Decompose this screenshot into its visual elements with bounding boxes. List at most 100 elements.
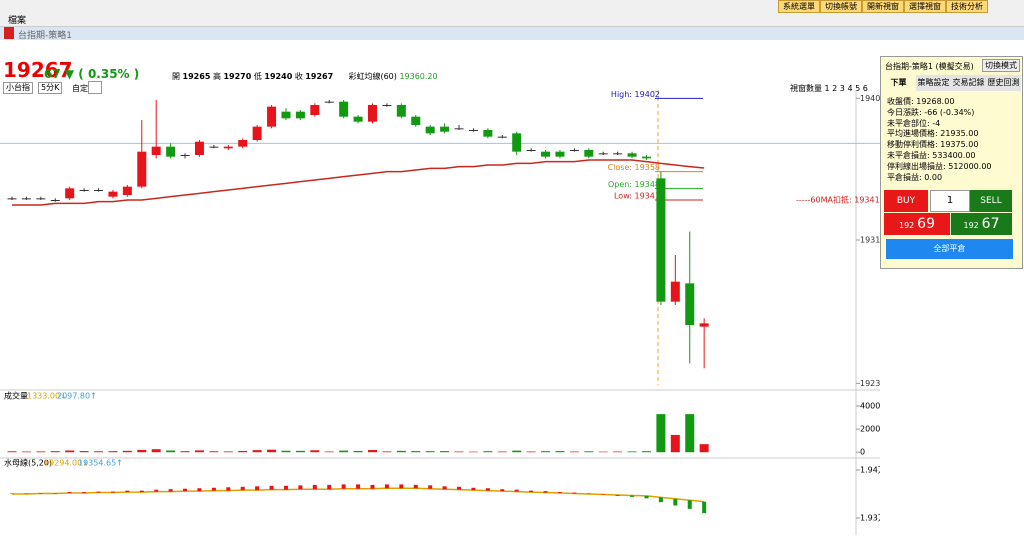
candle-body xyxy=(497,136,507,138)
bid-main: 69 xyxy=(917,216,935,232)
osc-bar xyxy=(269,485,274,490)
osc-bar xyxy=(298,485,303,490)
candle-body xyxy=(526,150,536,151)
low-label: 低 xyxy=(253,72,262,81)
info-line: 平倉損益: 0.00 xyxy=(887,172,943,182)
tab[interactable]: 策略設定 xyxy=(917,78,950,87)
volume-bar xyxy=(94,451,104,453)
volume-bar xyxy=(324,451,334,453)
osc-bar xyxy=(183,488,188,492)
qty-input[interactable]: 1 xyxy=(930,190,970,212)
level-label: Open: 19348 xyxy=(608,180,660,189)
ask-main: 67 xyxy=(981,216,1000,232)
period-select[interactable]: 5分K xyxy=(38,82,63,94)
y-tick-label: 2000 xyxy=(860,425,880,434)
candle-body xyxy=(94,190,104,191)
menu-button[interactable]: 選擇視窗 xyxy=(904,0,946,13)
volume-bar xyxy=(50,451,60,453)
volume-bar xyxy=(483,451,493,453)
window-count[interactable]: 視窗數量 1 2 3 4 5 6 xyxy=(790,84,868,93)
candle-body xyxy=(440,126,450,132)
osc-bar xyxy=(312,484,317,490)
osc-bar xyxy=(529,490,534,493)
window-title: 台指期-策略1 xyxy=(18,31,72,41)
candle-body xyxy=(194,141,204,155)
candle-body xyxy=(627,153,637,157)
volume-bar xyxy=(21,451,31,453)
osc-bar xyxy=(702,501,707,514)
menu-buttons: 系統選單 切換帳號 開新視窗 選擇視窗 技術分析 xyxy=(778,0,988,13)
candle-body xyxy=(21,198,31,200)
volume-bar xyxy=(598,451,608,453)
close-all-button[interactable]: 全部平倉 xyxy=(886,239,1013,259)
volume-bar xyxy=(425,451,435,453)
candle-body xyxy=(50,200,60,201)
menu-button[interactable]: 系統選單 xyxy=(778,0,820,13)
osc-bar xyxy=(485,488,490,491)
buy-button[interactable]: BUY xyxy=(884,190,928,212)
volume-bar xyxy=(122,450,132,453)
volume-bar xyxy=(368,450,377,453)
tab[interactable]: 歷史回測 xyxy=(987,78,1020,87)
price-change: 67 ▼ ( 0.35% ) xyxy=(44,67,140,81)
osc-bar xyxy=(154,489,159,492)
sell-button[interactable]: SELL xyxy=(970,190,1012,212)
volume-bar xyxy=(7,451,17,453)
volume-bar xyxy=(310,450,320,453)
menu-button[interactable]: 切換帳號 xyxy=(820,0,862,13)
candle-body xyxy=(613,153,623,155)
y-tick-label: 19317 xyxy=(860,236,880,245)
candle-body xyxy=(36,198,46,200)
osc-bar xyxy=(557,492,562,494)
y-tick-label: 0 xyxy=(860,448,865,457)
osc-bar xyxy=(125,490,130,493)
volume-bar xyxy=(468,451,478,453)
ask[interactable]: 192 67 xyxy=(951,213,1012,235)
candle-body xyxy=(151,146,161,155)
volume-bar xyxy=(555,451,565,453)
menu-bar: 檔案 系統選單 切換帳號 開新視窗 選擇視窗 技術分析 xyxy=(0,0,1024,27)
volume-bar xyxy=(641,451,651,453)
candle-body xyxy=(454,128,464,130)
osc-bar xyxy=(168,489,173,492)
candle-body xyxy=(238,140,248,147)
candle-body xyxy=(295,111,305,119)
custom-box[interactable] xyxy=(88,81,102,94)
candle-body xyxy=(685,283,695,325)
osc-bar xyxy=(615,494,620,496)
info-line: 平均進場價格: 21935.00 xyxy=(887,129,979,139)
osc-bar xyxy=(96,491,101,493)
bid[interactable]: 192 69 xyxy=(884,213,950,235)
mode-button[interactable]: 切換模式 xyxy=(982,59,1020,72)
candle-body xyxy=(122,186,132,195)
ma-label: 彩虹均線(60) xyxy=(348,72,397,81)
symbol-select[interactable]: 小台指 xyxy=(3,82,33,94)
menu-file[interactable]: 檔案 xyxy=(8,16,27,26)
volume-bar xyxy=(411,451,421,453)
osc-bar xyxy=(341,484,346,489)
osc-bar xyxy=(413,484,418,489)
osc-bar xyxy=(384,484,389,489)
osc-bar xyxy=(211,487,216,491)
menu-button[interactable]: 技術分析 xyxy=(946,0,988,13)
candle-body xyxy=(324,101,334,103)
candle-body xyxy=(555,151,565,157)
tab[interactable]: 交易記錄 xyxy=(952,78,985,87)
volume-bar xyxy=(36,451,46,453)
y-tick-label: 1.94万 xyxy=(860,466,880,475)
osc-bar xyxy=(457,486,462,490)
volume-bar xyxy=(627,451,637,453)
menu-button[interactable]: 開新視窗 xyxy=(862,0,904,13)
candle-body xyxy=(137,151,147,187)
level-label: Close: 19358 xyxy=(608,163,660,172)
candle-body xyxy=(267,106,277,127)
osc-bar xyxy=(226,487,231,491)
osc-bar xyxy=(356,484,361,489)
tab[interactable]: 下單 xyxy=(881,75,916,91)
volume-bar xyxy=(108,451,118,453)
candle-body xyxy=(396,105,406,117)
volume-bar xyxy=(151,449,161,453)
osc-bar xyxy=(630,495,635,497)
